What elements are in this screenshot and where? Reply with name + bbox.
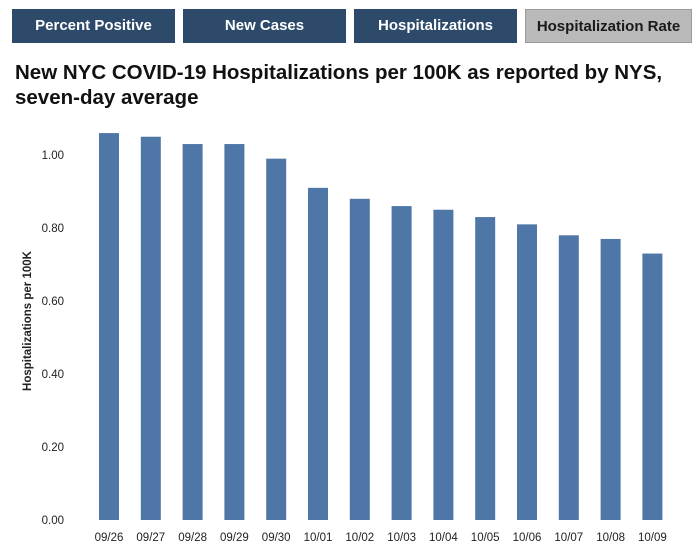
bar-10-06[interactable] (517, 224, 537, 520)
y-axis-ticks: 0.00 0.20 0.40 0.60 0.80 1.00 (42, 150, 64, 527)
bar-10-05[interactable] (475, 217, 496, 521)
x-tick-label: 10/01 (304, 532, 333, 544)
tab-hospitalization-rate[interactable]: Hospitalization Rate (525, 9, 692, 43)
x-tick-label: 10/09 (638, 532, 667, 544)
y-tick-label: 1.00 (42, 150, 64, 162)
bar-09-26[interactable] (99, 133, 119, 520)
x-tick-label: 10/05 (471, 532, 500, 544)
y-tick-label: 0.20 (42, 442, 64, 454)
x-tick-label: 10/02 (345, 532, 374, 544)
x-tick-label: 09/29 (220, 532, 249, 544)
chart-title: New NYC COVID-19 Hospitalizations per 10… (15, 61, 663, 109)
x-tick-label: 10/04 (429, 532, 458, 544)
tab-bar: Percent Positive New Cases Hospitalizati… (12, 9, 692, 43)
bar-09-30[interactable] (266, 158, 287, 520)
bars (99, 133, 663, 521)
tab-hospitalizations[interactable]: Hospitalizations (354, 9, 517, 43)
bar-10-01[interactable] (308, 187, 328, 520)
tab-percent-positive[interactable]: Percent Positive (12, 9, 175, 43)
x-tick-label: 09/26 (95, 532, 124, 544)
bar-10-03[interactable] (391, 206, 412, 520)
x-tick-label: 09/27 (136, 532, 165, 544)
tab-new-cases[interactable]: New Cases (183, 9, 346, 43)
x-tick-label: 10/03 (387, 532, 416, 544)
y-axis-label: Hospitalizations per 100K (22, 250, 34, 391)
y-tick-label: 0.00 (42, 515, 64, 527)
x-tick-label: 09/28 (178, 532, 207, 544)
x-tick-label: 09/30 (262, 532, 291, 544)
y-tick-label: 0.80 (42, 223, 64, 235)
bar-10-07[interactable] (558, 235, 579, 521)
bar-09-29[interactable] (224, 144, 245, 521)
x-tick-label: 10/07 (554, 532, 583, 544)
bar-09-27[interactable] (140, 136, 161, 520)
bar-10-04[interactable] (433, 209, 454, 520)
y-tick-label: 0.60 (42, 296, 64, 308)
bar-09-28[interactable] (182, 144, 203, 521)
bar-10-08[interactable] (600, 238, 621, 520)
x-axis-ticks: 09/26 09/27 09/28 09/29 09/30 10/01 10/02 10/03… (95, 532, 667, 544)
x-tick-label: 10/06 (513, 532, 542, 544)
y-tick-label: 0.40 (42, 369, 64, 381)
bar-10-09[interactable] (642, 253, 663, 521)
x-tick-label: 10/08 (596, 532, 625, 544)
bar-10-02[interactable] (349, 198, 370, 521)
